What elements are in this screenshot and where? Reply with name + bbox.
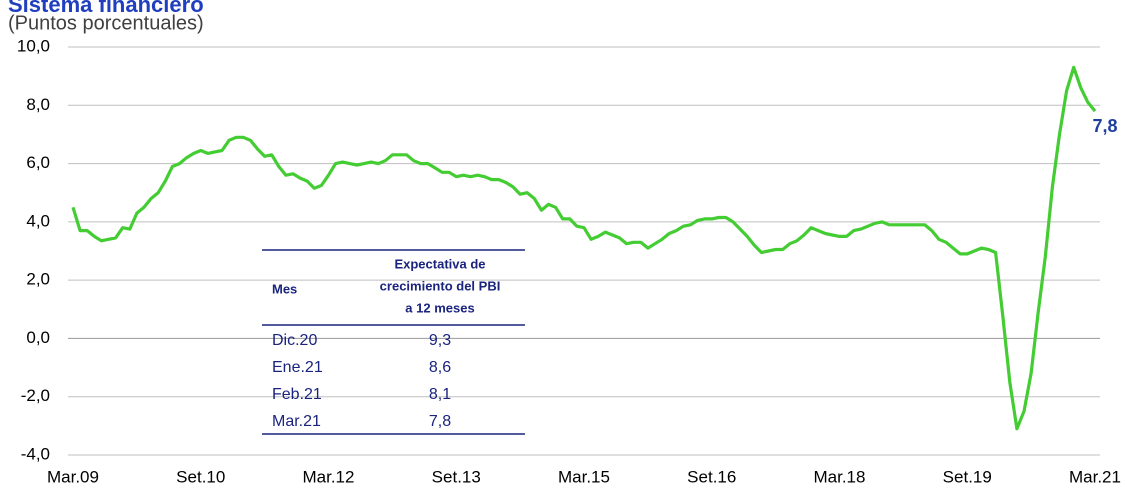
y-tick-label: -4,0 xyxy=(21,444,50,463)
x-tick-label: Set.19 xyxy=(943,467,992,486)
y-tick-label: 10,0 xyxy=(17,36,50,55)
y-tick-label: 2,0 xyxy=(26,270,50,289)
table-cell: 9,3 xyxy=(429,332,451,349)
data-line xyxy=(71,65,1097,431)
y-tick-label: -2,0 xyxy=(21,386,50,405)
table-header: Expectativa de xyxy=(394,256,485,271)
data-label: 7,8 xyxy=(1092,116,1117,136)
x-tick-label: Mar.18 xyxy=(814,467,866,486)
table-header: Mes xyxy=(272,281,297,296)
x-tick-label: Set.10 xyxy=(176,467,225,486)
table-cell: Dic.20 xyxy=(272,332,317,349)
table-cell: Mar.21 xyxy=(272,413,321,430)
x-tick-label: Set.13 xyxy=(432,467,481,486)
chart-title: Sistema financiero xyxy=(8,0,204,17)
y-tick-label: 8,0 xyxy=(26,95,50,114)
table-cell: Ene.21 xyxy=(272,359,323,376)
table-cell: 7,8 xyxy=(429,413,451,430)
y-tick-label: 0,0 xyxy=(26,328,50,347)
x-tick-label: Mar.12 xyxy=(303,467,355,486)
x-tick-label: Mar.21 xyxy=(1069,467,1121,486)
y-tick-label: 6,0 xyxy=(26,153,50,172)
table-cell: Feb.21 xyxy=(272,386,322,403)
x-tick-label: Set.16 xyxy=(687,467,736,486)
table-header: a 12 meses xyxy=(405,300,474,315)
x-tick-label: Mar.09 xyxy=(47,467,99,486)
x-tick-label: Mar.15 xyxy=(558,467,610,486)
chart-subtitle: (Puntos porcentuales) xyxy=(8,12,204,34)
table-header: crecimiento del PBI xyxy=(380,278,501,293)
y-tick-label: 4,0 xyxy=(26,211,50,230)
table-cell: 8,1 xyxy=(429,386,451,403)
table-cell: 8,6 xyxy=(429,359,451,376)
